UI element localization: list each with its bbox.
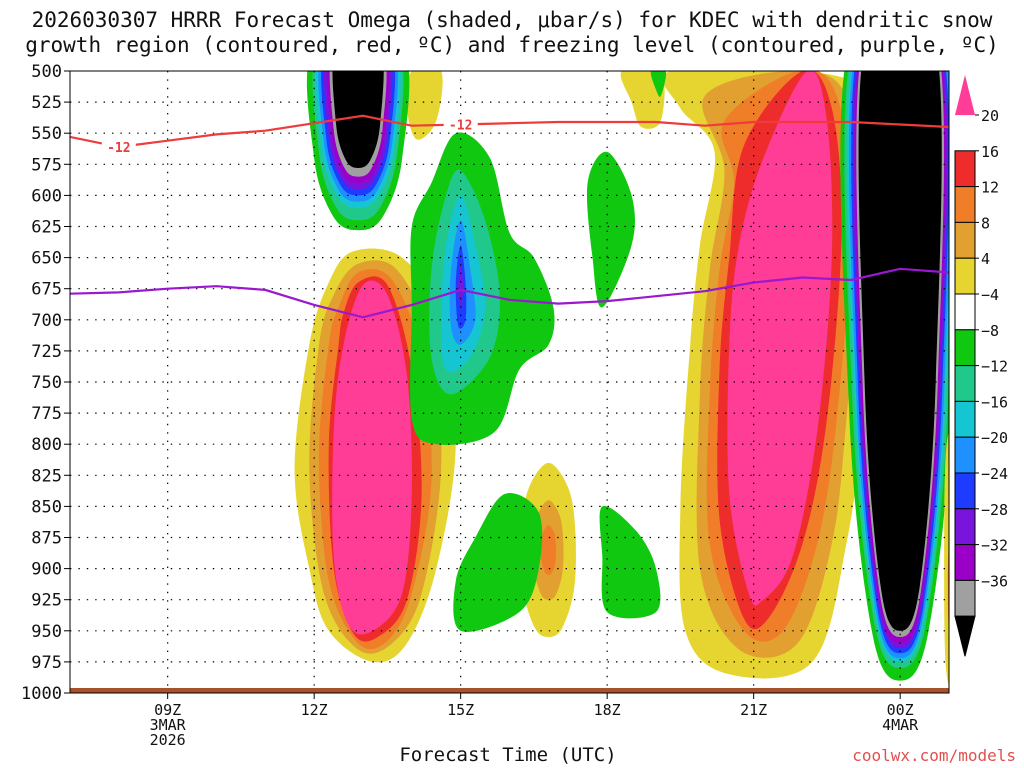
colorbar-label: −4	[981, 286, 999, 304]
y-axis: 500 525 550 575 600 625 650 675 700 725 750 775 800 8…	[21, 62, 70, 704]
x-tick-label: 15Z	[447, 701, 474, 719]
colorbar-swatch	[954, 257, 976, 295]
ascent-18z-green	[586, 151, 635, 308]
ascent-mid-purple	[458, 263, 464, 308]
y-tick-label: 725	[31, 342, 62, 362]
colorbar-label: 12	[981, 179, 999, 197]
colorbar-label: −20	[981, 429, 1008, 447]
colorbar-label: −36	[981, 572, 1008, 590]
colorbar-swatch	[954, 472, 976, 510]
descent-mid-oval-level-2	[541, 525, 557, 575]
y-tick-label: 925	[31, 591, 62, 611]
x-tick-label: 3MAR	[150, 716, 187, 734]
y-tick-label: 850	[31, 497, 62, 517]
y-tick-label: 575	[31, 155, 62, 175]
descent-west-core	[332, 280, 412, 635]
ascent-top-notch	[650, 71, 667, 97]
dgz-label-bg	[101, 138, 136, 155]
y-tick-label: 625	[31, 218, 62, 238]
descent-east-core	[727, 71, 833, 606]
colorbar-swatch	[954, 579, 976, 617]
x-tick-label: 09Z	[154, 701, 181, 719]
y-tick-label: 950	[31, 622, 62, 642]
y-tick-label: 775	[31, 404, 62, 424]
colorbar-swatch	[954, 544, 976, 581]
colorbar-label: 4	[981, 250, 990, 268]
x-tick-label: 00Z	[887, 701, 914, 719]
y-tick-label: 550	[31, 124, 62, 144]
colorbar-label: 20	[981, 107, 999, 125]
contour-lines: -12 -12	[70, 114, 949, 319]
x-tick-label: 2026	[150, 731, 186, 749]
y-tick-label: 650	[31, 249, 62, 269]
ascent-upper-level-8	[332, 71, 384, 168]
y-tick-label: 700	[31, 311, 62, 331]
colorbar-label: −24	[981, 465, 1008, 483]
colorbar-swatch	[954, 293, 976, 331]
colorbar-swatch	[954, 186, 976, 223]
colorbar-label: −12	[981, 358, 1008, 376]
chart-title-line2: growth region (contoured, red, ºC) and f…	[25, 33, 999, 57]
colorbar-label: −32	[981, 537, 1008, 555]
y-tick-label: 800	[31, 435, 62, 455]
y-tick-label: 525	[31, 93, 62, 113]
y-tick-label: 750	[31, 373, 62, 393]
y-tick-label: 875	[31, 529, 62, 549]
y-tick-label: 500	[31, 62, 62, 82]
x-tick-label: 12Z	[301, 701, 328, 719]
colorbar-swatch	[954, 221, 976, 259]
colorbar-label: −28	[981, 501, 1008, 519]
dgz-label-bg	[443, 116, 478, 133]
dgz-contour-line	[70, 114, 949, 149]
ascent-low-green-b	[599, 505, 661, 619]
y-tick-label: 825	[31, 466, 62, 486]
omega-field	[294, 71, 949, 688]
x-tick-label: 18Z	[594, 701, 621, 719]
gridlines	[70, 71, 949, 693]
dgz-contour-label: -12	[449, 118, 472, 133]
colorbar-top-arrow	[955, 75, 975, 115]
colorbar-label: 8	[981, 214, 990, 232]
ascent-east-level-8	[858, 71, 942, 631]
colorbar-label: −8	[981, 322, 999, 340]
y-tick-label: 675	[31, 280, 62, 300]
colorbar-swatch	[954, 400, 976, 438]
terrain-strip	[70, 688, 949, 693]
x-tick-label: 4MAR	[882, 716, 919, 734]
y-tick-label: 900	[31, 560, 62, 580]
y-tick-label: 1000	[21, 684, 62, 704]
credit-text: coolwx.com/models	[852, 746, 1016, 765]
dgz-contour-label: -12	[107, 141, 130, 156]
colorbar-swatch	[954, 365, 976, 402]
colorbar: 20 16 12 8 4 −4 −8 −12 −16 −20 −24 −28 −32 −36	[954, 75, 1008, 657]
y-tick-label: 975	[31, 653, 62, 673]
colorbar-swatch	[954, 329, 976, 367]
colorbar-swatch	[954, 508, 976, 546]
descent-edge-sliver	[944, 430, 949, 688]
colorbar-bottom-arrow	[954, 615, 976, 657]
colorbar-label: −16	[981, 393, 1008, 411]
x-tick-label: 21Z	[740, 701, 767, 719]
colorbar-swatch	[954, 436, 976, 474]
colorbar-swatch	[954, 150, 976, 188]
terrain-bar	[70, 688, 949, 693]
y-tick-label: 600	[31, 186, 62, 206]
descent-top-patch-a	[620, 71, 665, 129]
freezing-level-line	[70, 267, 949, 319]
ascent-low-green-a	[453, 493, 543, 632]
colorbar-label: 16	[981, 143, 999, 161]
x-axis-label: Forecast Time (UTC)	[399, 744, 617, 766]
descent-top-patch-b	[406, 71, 443, 140]
chart-title-line1: 2026030307 HRRR Forecast Omega (shaded, …	[31, 8, 993, 32]
